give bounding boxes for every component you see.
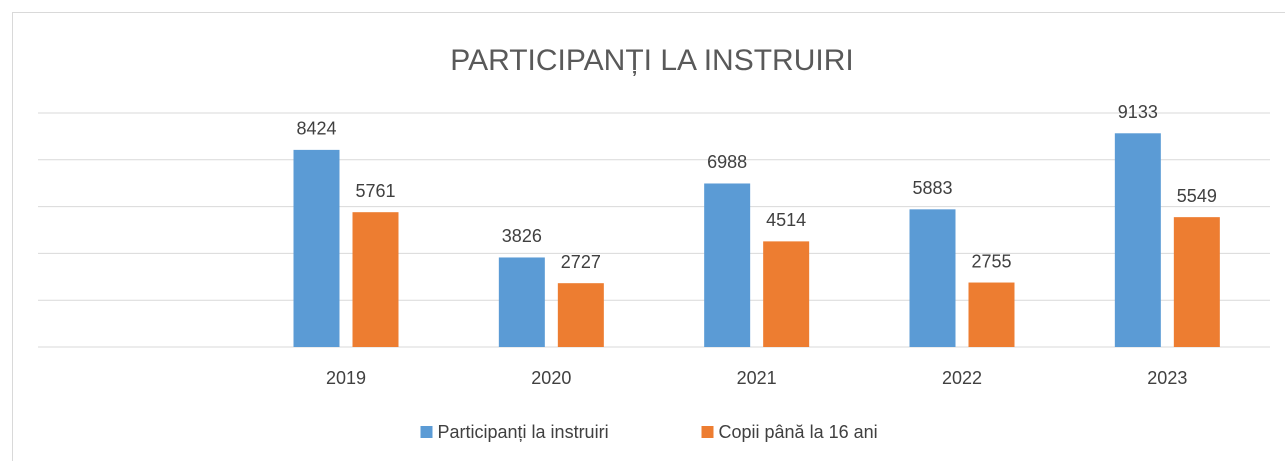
x-tick-label: 2020 xyxy=(531,368,571,388)
bar xyxy=(557,283,604,347)
bar xyxy=(352,212,399,347)
legend-label: Copii până la 16 ani xyxy=(719,422,878,442)
legend-label: Participanți la instruiri xyxy=(438,422,609,442)
data-label: 9133 xyxy=(1118,102,1158,122)
bar xyxy=(968,282,1015,347)
data-label: 6988 xyxy=(707,152,747,172)
bar xyxy=(704,183,751,347)
data-label: 4514 xyxy=(766,210,806,230)
x-tick-label: 2023 xyxy=(1147,368,1187,388)
x-tick-label: 2021 xyxy=(737,368,777,388)
bar xyxy=(293,149,340,347)
data-label: 2755 xyxy=(971,251,1011,271)
x-tick-label: 2019 xyxy=(326,368,366,388)
x-tick-label: 2022 xyxy=(942,368,982,388)
data-label: 3826 xyxy=(502,226,542,246)
data-label: 5549 xyxy=(1177,186,1217,206)
chart-border xyxy=(12,12,1285,461)
bar xyxy=(909,209,956,347)
bar xyxy=(1173,217,1220,347)
bar xyxy=(498,257,545,347)
data-label: 8424 xyxy=(296,119,336,139)
data-label: 5761 xyxy=(355,181,395,201)
bar xyxy=(763,241,810,347)
bar xyxy=(1114,133,1161,347)
legend-swatch xyxy=(701,426,714,438)
data-label: 2727 xyxy=(561,252,601,272)
data-label: 5883 xyxy=(912,178,952,198)
legend-swatch xyxy=(420,426,433,438)
chart-title: PARTICIPANȚI LA INSTRUIRI xyxy=(450,44,853,77)
